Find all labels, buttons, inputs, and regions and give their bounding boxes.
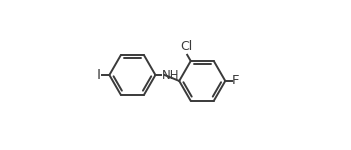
- Text: NH: NH: [161, 69, 179, 81]
- Text: Cl: Cl: [180, 40, 193, 53]
- Text: F: F: [232, 74, 240, 87]
- Text: I: I: [97, 68, 101, 82]
